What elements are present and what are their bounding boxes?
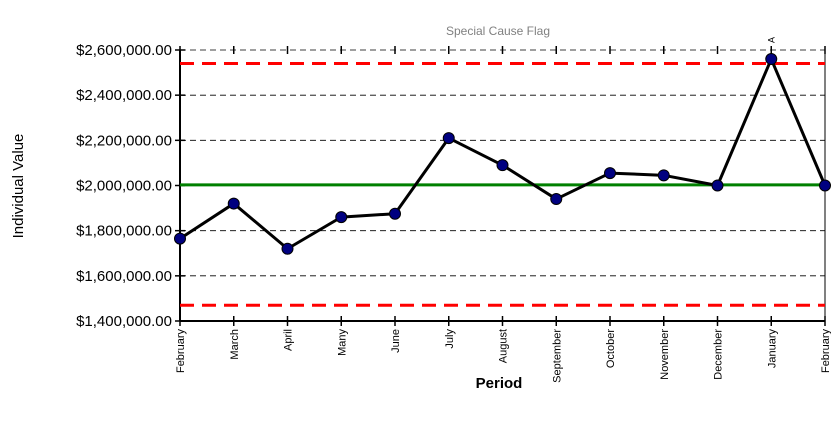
x-tick-label: April bbox=[283, 329, 295, 351]
x-tick-label: June bbox=[390, 329, 402, 353]
data-point bbox=[281, 242, 294, 255]
y-tick-label: $1,400,000.00 bbox=[76, 313, 172, 330]
y-tick-label: $1,600,000.00 bbox=[76, 268, 172, 285]
y-tick-label: $2,000,000.00 bbox=[76, 178, 172, 195]
x-tick-label: March bbox=[229, 329, 241, 360]
x-tick-label: February bbox=[175, 329, 187, 374]
y-tick-label: $1,800,000.00 bbox=[76, 223, 172, 240]
data-point bbox=[335, 211, 348, 224]
data-point bbox=[711, 179, 724, 192]
x-tick-label: January bbox=[766, 329, 778, 369]
data-point bbox=[174, 232, 186, 245]
y-tick-label: $2,600,000.00 bbox=[76, 42, 172, 59]
x-tick-label: September bbox=[551, 329, 563, 383]
tick-labels: $1,400,000.00 $1,600,000.00 $1,800,000.00 $… bbox=[76, 37, 831, 383]
special-cause-flag: A bbox=[766, 37, 776, 43]
series bbox=[174, 53, 831, 255]
data-point bbox=[657, 169, 670, 182]
y-tick-label: $2,200,000.00 bbox=[76, 132, 172, 149]
chart-title: Special Cause Flag bbox=[446, 24, 550, 38]
data-point bbox=[227, 197, 240, 210]
x-tick-label: February bbox=[820, 329, 831, 374]
x-tick-label: November bbox=[659, 329, 671, 380]
data-point bbox=[496, 159, 509, 172]
x-tick-label: October bbox=[605, 329, 617, 368]
x-tick-label: Many bbox=[336, 329, 348, 356]
control-lines bbox=[180, 62, 825, 307]
x-axis-label: Period bbox=[476, 375, 523, 392]
data-point bbox=[442, 132, 455, 145]
x-tick-label: December bbox=[713, 329, 725, 380]
y-axis-label: Individual Value bbox=[10, 134, 27, 239]
data-point bbox=[550, 193, 563, 206]
data-point bbox=[389, 207, 401, 220]
x-tick-label: August bbox=[498, 329, 510, 363]
data-point bbox=[819, 179, 831, 192]
series-line bbox=[179, 57, 827, 251]
x-tick-label: July bbox=[444, 329, 456, 349]
y-tick-label: $2,400,000.00 bbox=[76, 87, 172, 104]
data-point bbox=[765, 53, 778, 66]
data-point bbox=[604, 167, 616, 180]
